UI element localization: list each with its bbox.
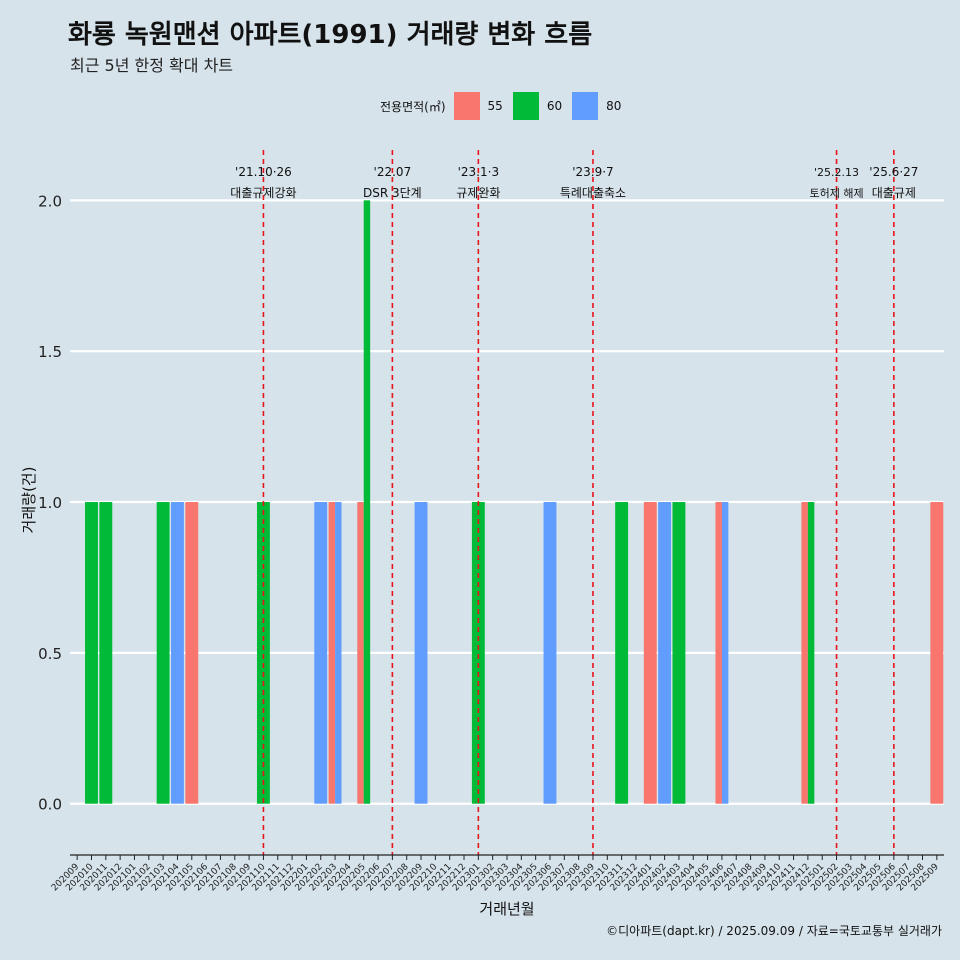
bar-60-202205 bbox=[363, 200, 371, 804]
bar-60-202011 bbox=[99, 502, 113, 804]
event-text-label: 규제완화 bbox=[456, 186, 500, 200]
bar-55-202105 bbox=[185, 502, 199, 804]
chart-subtitle: 최근 5년 한정 확대 차트 bbox=[70, 56, 234, 75]
legend-label-60: 60 bbox=[546, 99, 563, 113]
bar-60-202301 bbox=[471, 502, 485, 804]
y-tick-label: 0.0 bbox=[38, 796, 62, 814]
legend-swatch-80 bbox=[572, 92, 599, 120]
bar-55-202203 bbox=[328, 502, 336, 804]
bar-55-202509 bbox=[930, 502, 944, 804]
legend: 전용면적(㎡) 55 60 80 bbox=[380, 92, 631, 120]
bar-55-202205 bbox=[357, 502, 364, 804]
legend-item-80: 80 bbox=[572, 92, 621, 120]
bar-55-202401 bbox=[643, 502, 657, 804]
y-axis-title: 거래량(건) bbox=[20, 467, 38, 534]
event-date-label: '23.9·7 bbox=[572, 165, 613, 179]
event-text-label: 대출규제 bbox=[872, 186, 916, 200]
bar-60-202403 bbox=[672, 502, 686, 804]
event-text-label: 토허제 해제 bbox=[809, 186, 863, 200]
bar-60-202412 bbox=[807, 502, 815, 804]
bar-80-202203 bbox=[335, 502, 342, 804]
legend-title: 전용면적(㎡) bbox=[380, 99, 446, 114]
y-tick-label: 1.0 bbox=[38, 494, 62, 512]
x-axis-title: 거래년월 bbox=[479, 900, 534, 918]
event-date-label: '23.1·3 bbox=[458, 165, 499, 179]
event-text-label: DSR 3단계 bbox=[363, 186, 422, 200]
bar-55-202406 bbox=[715, 502, 722, 804]
bar-80-202202 bbox=[314, 502, 328, 804]
legend-swatch-55 bbox=[453, 92, 480, 120]
bar-55-202412 bbox=[801, 502, 808, 804]
event-date-label: '22.07 bbox=[374, 165, 412, 179]
legend-item-60: 60 bbox=[512, 92, 563, 120]
bar-60-202103 bbox=[156, 502, 170, 804]
legend-label-80: 80 bbox=[606, 99, 622, 113]
source-footer: ©디아파트(dapt.kr) / 2025.09.09 / 자료=국토교통부 실… bbox=[606, 924, 942, 938]
legend-item-55: 55 bbox=[453, 92, 503, 120]
event-date-label: '25.6·27 bbox=[869, 165, 918, 179]
y-tick-label: 1.5 bbox=[38, 343, 62, 361]
y-tick-label: 0.5 bbox=[38, 645, 62, 663]
bar-80-202406 bbox=[721, 502, 729, 804]
legend-swatch-60 bbox=[512, 92, 539, 120]
bar-60-202010 bbox=[85, 502, 98, 804]
bar-80-202104 bbox=[171, 502, 184, 804]
y-tick-label: 2.0 bbox=[38, 192, 62, 210]
event-date-label: '25.2.13 bbox=[814, 166, 859, 179]
bar-60-202110 bbox=[256, 502, 270, 804]
bar-80-202306 bbox=[543, 502, 557, 804]
bar-60-202311 bbox=[615, 502, 629, 804]
event-text-label: 대출규제강화 bbox=[230, 186, 296, 200]
event-date-label: '21.10·26 bbox=[235, 165, 292, 179]
legend-label-55: 55 bbox=[487, 99, 503, 113]
bar-80-202209 bbox=[414, 502, 428, 804]
event-text-label: 특례대출축소 bbox=[560, 186, 626, 200]
chart-title: 화룡 녹원맨션 아파트(1991) 거래량 변화 흐름 bbox=[68, 20, 593, 50]
bar-80-202402 bbox=[658, 502, 672, 804]
